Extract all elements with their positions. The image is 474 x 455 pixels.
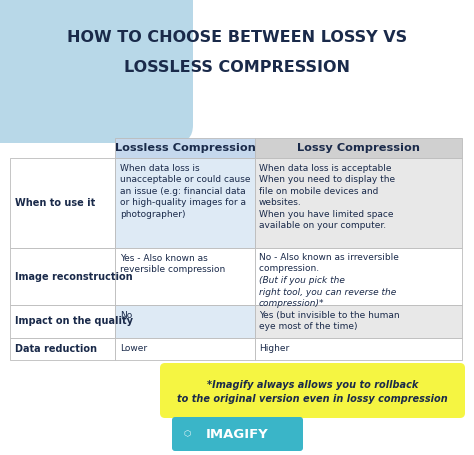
FancyBboxPatch shape xyxy=(115,305,255,338)
Text: LOSSLESS COMPRESSION: LOSSLESS COMPRESSION xyxy=(124,61,350,76)
FancyBboxPatch shape xyxy=(115,158,255,248)
Text: Image reconstruction: Image reconstruction xyxy=(15,272,133,282)
FancyBboxPatch shape xyxy=(0,0,193,143)
FancyBboxPatch shape xyxy=(160,363,465,418)
Text: No - Also known as irreversible
compression.: No - Also known as irreversible compress… xyxy=(259,253,399,273)
FancyBboxPatch shape xyxy=(10,338,115,360)
FancyBboxPatch shape xyxy=(255,158,462,248)
Text: When data loss is
unacceptable or could cause
an issue (e.g: financial data
or h: When data loss is unacceptable or could … xyxy=(120,164,250,219)
Text: Data reduction: Data reduction xyxy=(15,344,97,354)
Text: Lossless Compression: Lossless Compression xyxy=(115,143,255,153)
Text: (But if you pick the
right tool, you can reverse the
compression)*: (But if you pick the right tool, you can… xyxy=(259,276,396,308)
Text: Yes (but invisible to the human
eye most of the time): Yes (but invisible to the human eye most… xyxy=(259,311,400,331)
FancyBboxPatch shape xyxy=(115,338,255,360)
FancyBboxPatch shape xyxy=(10,305,115,338)
FancyBboxPatch shape xyxy=(255,248,462,305)
FancyBboxPatch shape xyxy=(255,305,462,338)
FancyBboxPatch shape xyxy=(10,158,115,248)
Text: IMAGIFY: IMAGIFY xyxy=(206,428,269,440)
Text: Higher: Higher xyxy=(259,344,289,353)
FancyBboxPatch shape xyxy=(172,417,303,451)
Text: When to use it: When to use it xyxy=(15,198,95,208)
Text: Lossy Compression: Lossy Compression xyxy=(297,143,420,153)
Text: HOW TO CHOOSE BETWEEN LOSSY VS: HOW TO CHOOSE BETWEEN LOSSY VS xyxy=(67,30,407,46)
FancyBboxPatch shape xyxy=(255,138,462,158)
FancyBboxPatch shape xyxy=(115,248,255,305)
Text: No: No xyxy=(120,311,132,320)
Text: Impact on the quality: Impact on the quality xyxy=(15,317,133,327)
Text: Lower: Lower xyxy=(120,344,147,353)
Text: Yes - Also known as
reversible compression: Yes - Also known as reversible compressi… xyxy=(120,254,225,274)
FancyBboxPatch shape xyxy=(10,248,115,305)
Text: ⬡: ⬡ xyxy=(183,430,191,439)
FancyBboxPatch shape xyxy=(255,338,462,360)
Text: *Imagify always allows you to rollback: *Imagify always allows you to rollback xyxy=(207,380,418,390)
FancyBboxPatch shape xyxy=(115,138,255,158)
Text: When data loss is acceptable
When you need to display the
file on mobile devices: When data loss is acceptable When you ne… xyxy=(259,164,395,230)
Text: to the original version even in lossy compression: to the original version even in lossy co… xyxy=(177,394,448,404)
